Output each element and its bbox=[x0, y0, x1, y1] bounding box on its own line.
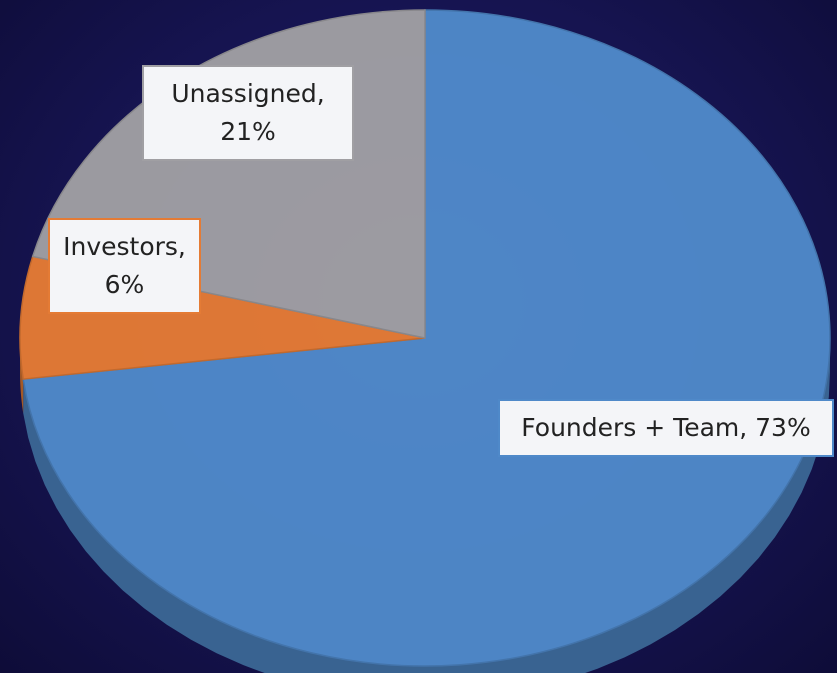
data-label: Unassigned, 21% bbox=[142, 65, 354, 161]
slice-side bbox=[20, 338, 24, 414]
data-label: Founders + Team, 73% bbox=[498, 399, 834, 457]
data-label: Investors, 6% bbox=[48, 218, 201, 314]
slice bbox=[22, 9, 831, 667]
